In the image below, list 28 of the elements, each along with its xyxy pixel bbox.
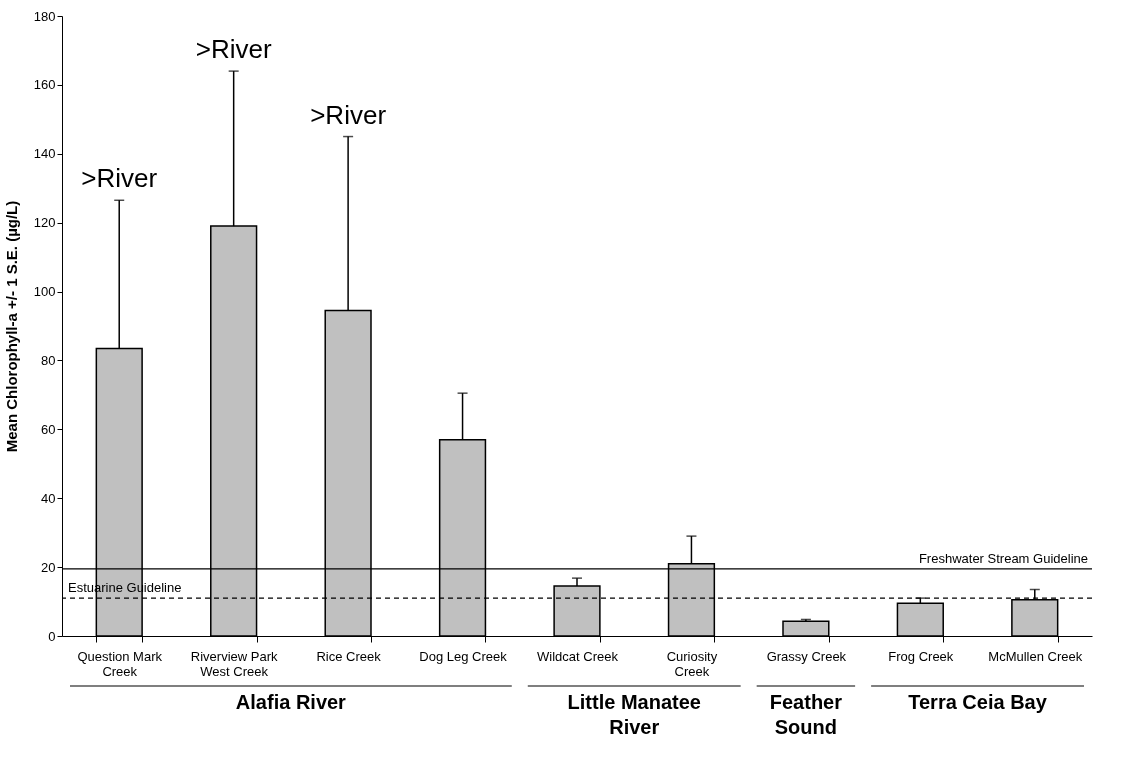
ref-line-label: Freshwater Stream Guideline — [918, 550, 1088, 566]
text: Little Manatee River — [567, 691, 701, 738]
x-tick-label: Rice Creek — [316, 648, 382, 664]
text: Terra Ceia Bay — [908, 691, 1048, 713]
x-tick-label: McMullen Creek — [988, 648, 1083, 664]
y-tick-label: 160 — [33, 77, 56, 93]
annotation: >River — [310, 99, 387, 130]
y-tick-label: 40 — [41, 490, 56, 506]
text: Alafia River — [235, 691, 347, 713]
y-tick-label: 140 — [33, 146, 56, 162]
y-tick-label: 120 — [33, 215, 56, 231]
y-tick-label: 100 — [33, 284, 56, 300]
y-tick-label: 80 — [41, 352, 56, 368]
y-tick-label: 20 — [41, 559, 56, 575]
y-tick-label: 0 — [48, 628, 56, 644]
x-tick-label: Question Mark Creek — [77, 648, 163, 679]
annotation: >River — [195, 34, 272, 65]
x-tick-label: Dog Leg Creek — [419, 648, 508, 664]
x-tick-label: Frog Creek — [888, 648, 954, 664]
x-tick-label: Riverview Park West Creek — [190, 648, 279, 679]
y-tick-label: 180 — [33, 8, 56, 24]
y-tick-label: 60 — [41, 421, 56, 437]
x-tick-label: Wildcat Creek — [537, 648, 619, 664]
text: Feather Sound — [769, 691, 843, 738]
x-tick-label: Grassy Creek — [766, 648, 847, 664]
y-axis-title: Mean Chlorophyll-a +/- 1 S.E. (µg/L) — [2, 200, 20, 453]
x-tick-label: Curiosity Creek — [666, 648, 718, 679]
annotation: >River — [81, 163, 158, 194]
